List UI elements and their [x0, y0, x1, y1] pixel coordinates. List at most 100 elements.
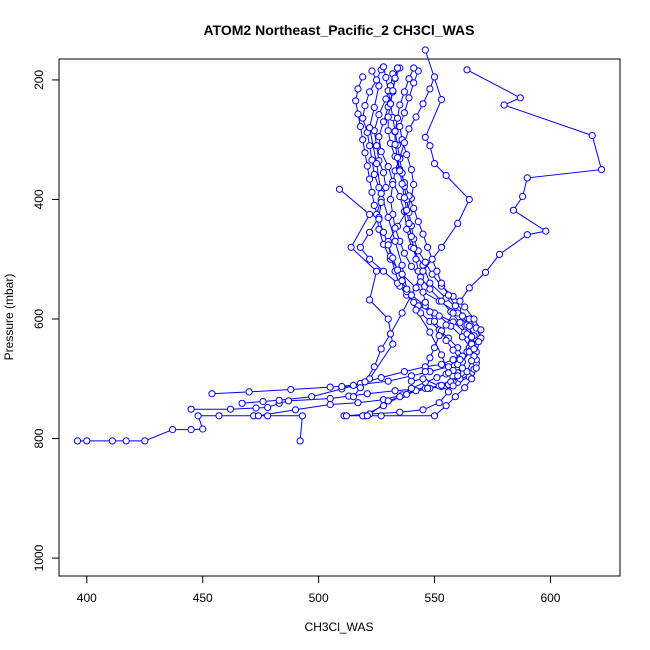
data-point — [542, 227, 550, 235]
data-point — [410, 298, 418, 306]
data-point — [379, 118, 388, 126]
data-point — [169, 426, 177, 434]
data-point — [389, 340, 397, 348]
data-point — [430, 412, 439, 420]
data-point — [430, 344, 439, 352]
data-point — [449, 356, 457, 364]
data-point — [335, 185, 344, 193]
data-point — [442, 336, 450, 345]
data-point — [298, 412, 306, 420]
data-point — [400, 194, 408, 202]
data-point — [398, 180, 406, 188]
y-axis: 200 400 600 800 1000 — [32, 70, 60, 571]
data-point — [384, 213, 392, 221]
data-point — [379, 169, 388, 177]
x-tick-label: 550 — [425, 591, 445, 605]
data-point — [410, 244, 418, 253]
data-point — [326, 383, 334, 391]
data-point — [375, 82, 383, 90]
data-point — [449, 382, 457, 390]
data-point — [400, 368, 408, 376]
x-tick-label: 400 — [77, 591, 97, 605]
data-point — [405, 219, 413, 227]
data-point — [458, 312, 466, 320]
data-point — [264, 412, 272, 420]
data-point — [410, 204, 418, 212]
data-point — [405, 75, 413, 83]
data-point — [454, 219, 462, 227]
data-point — [421, 298, 429, 306]
data-point — [382, 95, 390, 103]
data-point — [437, 243, 446, 251]
data-point — [403, 285, 411, 293]
data-point — [393, 266, 402, 274]
data-point — [419, 406, 427, 414]
data-point — [363, 390, 371, 398]
data-point — [259, 397, 267, 406]
data-point — [363, 162, 371, 170]
data-point — [403, 390, 411, 398]
data-point — [384, 315, 392, 323]
data-point — [412, 284, 420, 292]
data-point — [368, 188, 376, 196]
data-point — [451, 302, 459, 310]
plot-frame — [58, 58, 621, 577]
data-point — [361, 102, 369, 110]
series-line-profile-8 — [355, 76, 463, 417]
data-point — [377, 374, 385, 382]
data-point — [516, 94, 524, 102]
data-point — [475, 338, 483, 346]
data-point — [366, 142, 374, 150]
data-point — [368, 67, 376, 75]
data-point — [437, 297, 446, 305]
data-point — [245, 388, 253, 396]
data-point — [384, 113, 392, 121]
data-point — [215, 412, 223, 420]
data-point — [468, 375, 476, 383]
data-point — [426, 354, 434, 362]
data-point — [398, 261, 406, 269]
data-point — [519, 192, 527, 201]
x-tick-label: 600 — [540, 591, 560, 605]
data-point — [391, 387, 399, 395]
data-point — [393, 154, 402, 162]
data-point — [396, 101, 404, 109]
data-point — [366, 88, 374, 96]
data-point — [326, 400, 334, 409]
data-point — [349, 393, 357, 401]
data-point — [338, 382, 346, 391]
data-point — [396, 393, 404, 401]
series-line-profile-12 — [339, 188, 394, 389]
data-point — [414, 218, 422, 226]
data-point — [354, 110, 362, 118]
data-point — [472, 364, 480, 372]
data-point — [523, 231, 531, 239]
y-tick-label: 600 — [32, 309, 46, 329]
data-point — [419, 267, 427, 275]
data-point — [389, 254, 397, 262]
data-point — [366, 210, 374, 218]
data-point — [370, 170, 378, 178]
data-point — [597, 166, 606, 174]
data-point — [419, 375, 427, 383]
data-point — [296, 437, 304, 445]
data-point — [386, 330, 395, 338]
data-point — [412, 306, 420, 314]
data-point — [264, 403, 272, 412]
data-point — [403, 225, 411, 233]
data-point — [444, 369, 453, 377]
data-point — [379, 402, 388, 410]
data-point — [370, 363, 378, 371]
data-point — [377, 189, 385, 198]
data-point — [419, 100, 427, 108]
data-point — [363, 412, 371, 420]
data-point — [461, 303, 469, 311]
data-point — [366, 296, 374, 304]
data-point — [410, 79, 418, 87]
data-point — [417, 278, 425, 286]
data-point — [108, 437, 116, 445]
data-point — [275, 396, 283, 404]
data-point — [435, 399, 443, 407]
data-point — [342, 412, 351, 420]
data-point — [430, 73, 439, 81]
